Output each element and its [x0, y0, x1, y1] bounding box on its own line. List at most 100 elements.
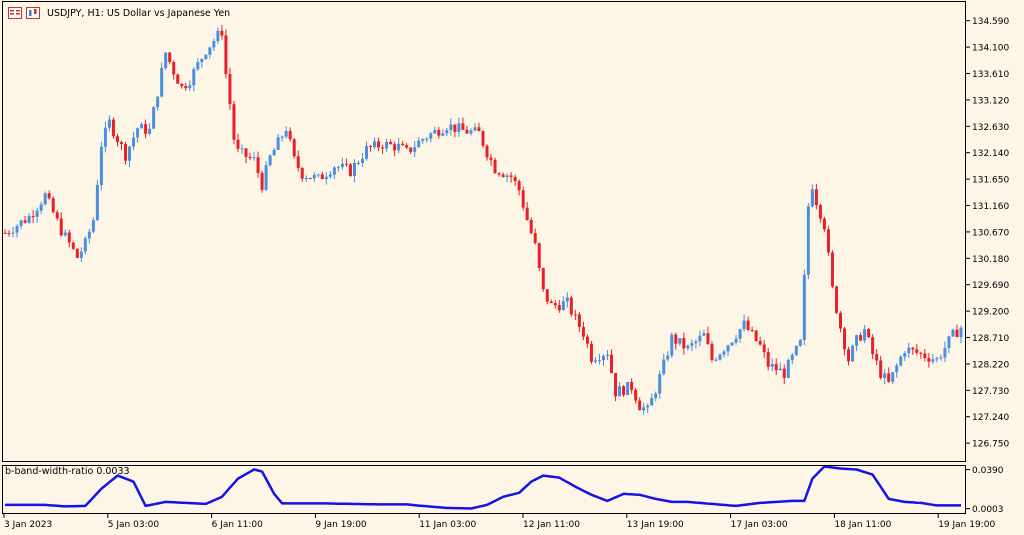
candle-body [360, 158, 364, 163]
candle-body [509, 175, 513, 177]
price-tick-label: 130.180 [972, 255, 1009, 265]
candle-body [891, 372, 895, 382]
candle-body [939, 357, 943, 359]
candle-body [405, 145, 409, 148]
candle-body [111, 119, 115, 137]
candle-body [304, 178, 308, 180]
candle-body [449, 124, 453, 131]
candle-body [316, 174, 320, 176]
indicator-label: b-band-width-ratio 0.0033 [5, 466, 130, 477]
candle-body [742, 320, 746, 330]
candle-body [798, 339, 802, 346]
price-tick-label: 131.650 [972, 176, 1009, 186]
candle-body [208, 47, 212, 55]
candle-body [694, 341, 698, 344]
candle-body [959, 327, 963, 338]
candle-body [212, 41, 216, 48]
candle-body [176, 74, 180, 84]
candle-body [762, 344, 766, 353]
candle-body [188, 85, 192, 89]
candle-body [618, 386, 622, 397]
candle-body [192, 69, 196, 86]
candle-body [565, 297, 569, 302]
price-tick-label: 129.690 [972, 281, 1009, 291]
candle-body [373, 141, 377, 148]
candle-body [352, 162, 356, 176]
candle-body [843, 328, 847, 350]
candle-body [401, 143, 405, 146]
time-tick-label: 13 Jan 19:00 [627, 520, 684, 530]
candle-body [19, 220, 23, 226]
candle-body [557, 305, 561, 311]
candle-body [875, 354, 879, 361]
candle-body [244, 148, 248, 157]
candle-body [738, 329, 742, 339]
candle-body [573, 314, 577, 316]
candle-body [260, 173, 264, 190]
candle-body [128, 146, 132, 161]
candle-body [734, 338, 738, 343]
candle-body [421, 139, 425, 141]
indicator-axis: 0.0390 0.0003 [965, 466, 1004, 515]
candle-body [91, 220, 95, 232]
candle-body [31, 216, 35, 218]
candle-body [172, 62, 176, 75]
candle-body [497, 173, 501, 175]
candle-body [425, 138, 429, 140]
candle-body [545, 289, 549, 302]
candle-body [489, 157, 493, 160]
candle-body [593, 360, 597, 362]
candle-body [43, 193, 47, 205]
candle-body [47, 193, 51, 199]
candle-body [39, 204, 43, 211]
candle-body [718, 354, 722, 360]
candle-body [296, 156, 300, 168]
candle-body [228, 74, 232, 105]
candle-body [308, 178, 312, 180]
candle-body [156, 96, 160, 108]
candle-body [786, 359, 790, 378]
candle-body [770, 364, 774, 367]
candle-body [240, 148, 244, 150]
candle-body [320, 174, 324, 180]
candle-body [810, 189, 814, 207]
candle-body [356, 162, 360, 164]
candle-body [525, 207, 529, 220]
candle-body [429, 133, 433, 139]
candle-body [312, 174, 316, 179]
price-tick-label: 131.160 [972, 202, 1009, 212]
candle-body [855, 335, 859, 346]
candle-body [236, 139, 240, 149]
candle-body [168, 52, 172, 63]
candle-body [144, 124, 148, 134]
candle-body [224, 35, 228, 75]
candle-body [814, 189, 818, 206]
candle-body [336, 167, 340, 169]
candle-body [758, 340, 762, 345]
candle-body [750, 329, 754, 331]
candle-body [469, 130, 473, 134]
candle-body [441, 133, 445, 136]
candle-body [662, 359, 666, 375]
candle-body [610, 354, 614, 373]
candle-body [385, 141, 389, 149]
time-tick-label: 17 Jan 03:00 [731, 520, 788, 530]
candle-body [95, 184, 99, 221]
candle-body [654, 393, 658, 399]
candle-body [348, 164, 352, 176]
candle-body [782, 368, 786, 378]
price-plot-area [3, 25, 963, 415]
price-tick-label: 132.630 [972, 123, 1009, 133]
candle-body [409, 147, 413, 152]
candle-body [184, 86, 188, 89]
candle-body [602, 355, 606, 361]
candle-body [561, 301, 565, 311]
candle-body [569, 297, 573, 315]
candle-body [284, 131, 288, 137]
candle-body [453, 124, 457, 132]
candle-body [216, 30, 220, 42]
candle-body [132, 137, 136, 147]
candle-body [533, 233, 537, 244]
candle-body [923, 353, 927, 359]
candle-body [55, 212, 59, 219]
